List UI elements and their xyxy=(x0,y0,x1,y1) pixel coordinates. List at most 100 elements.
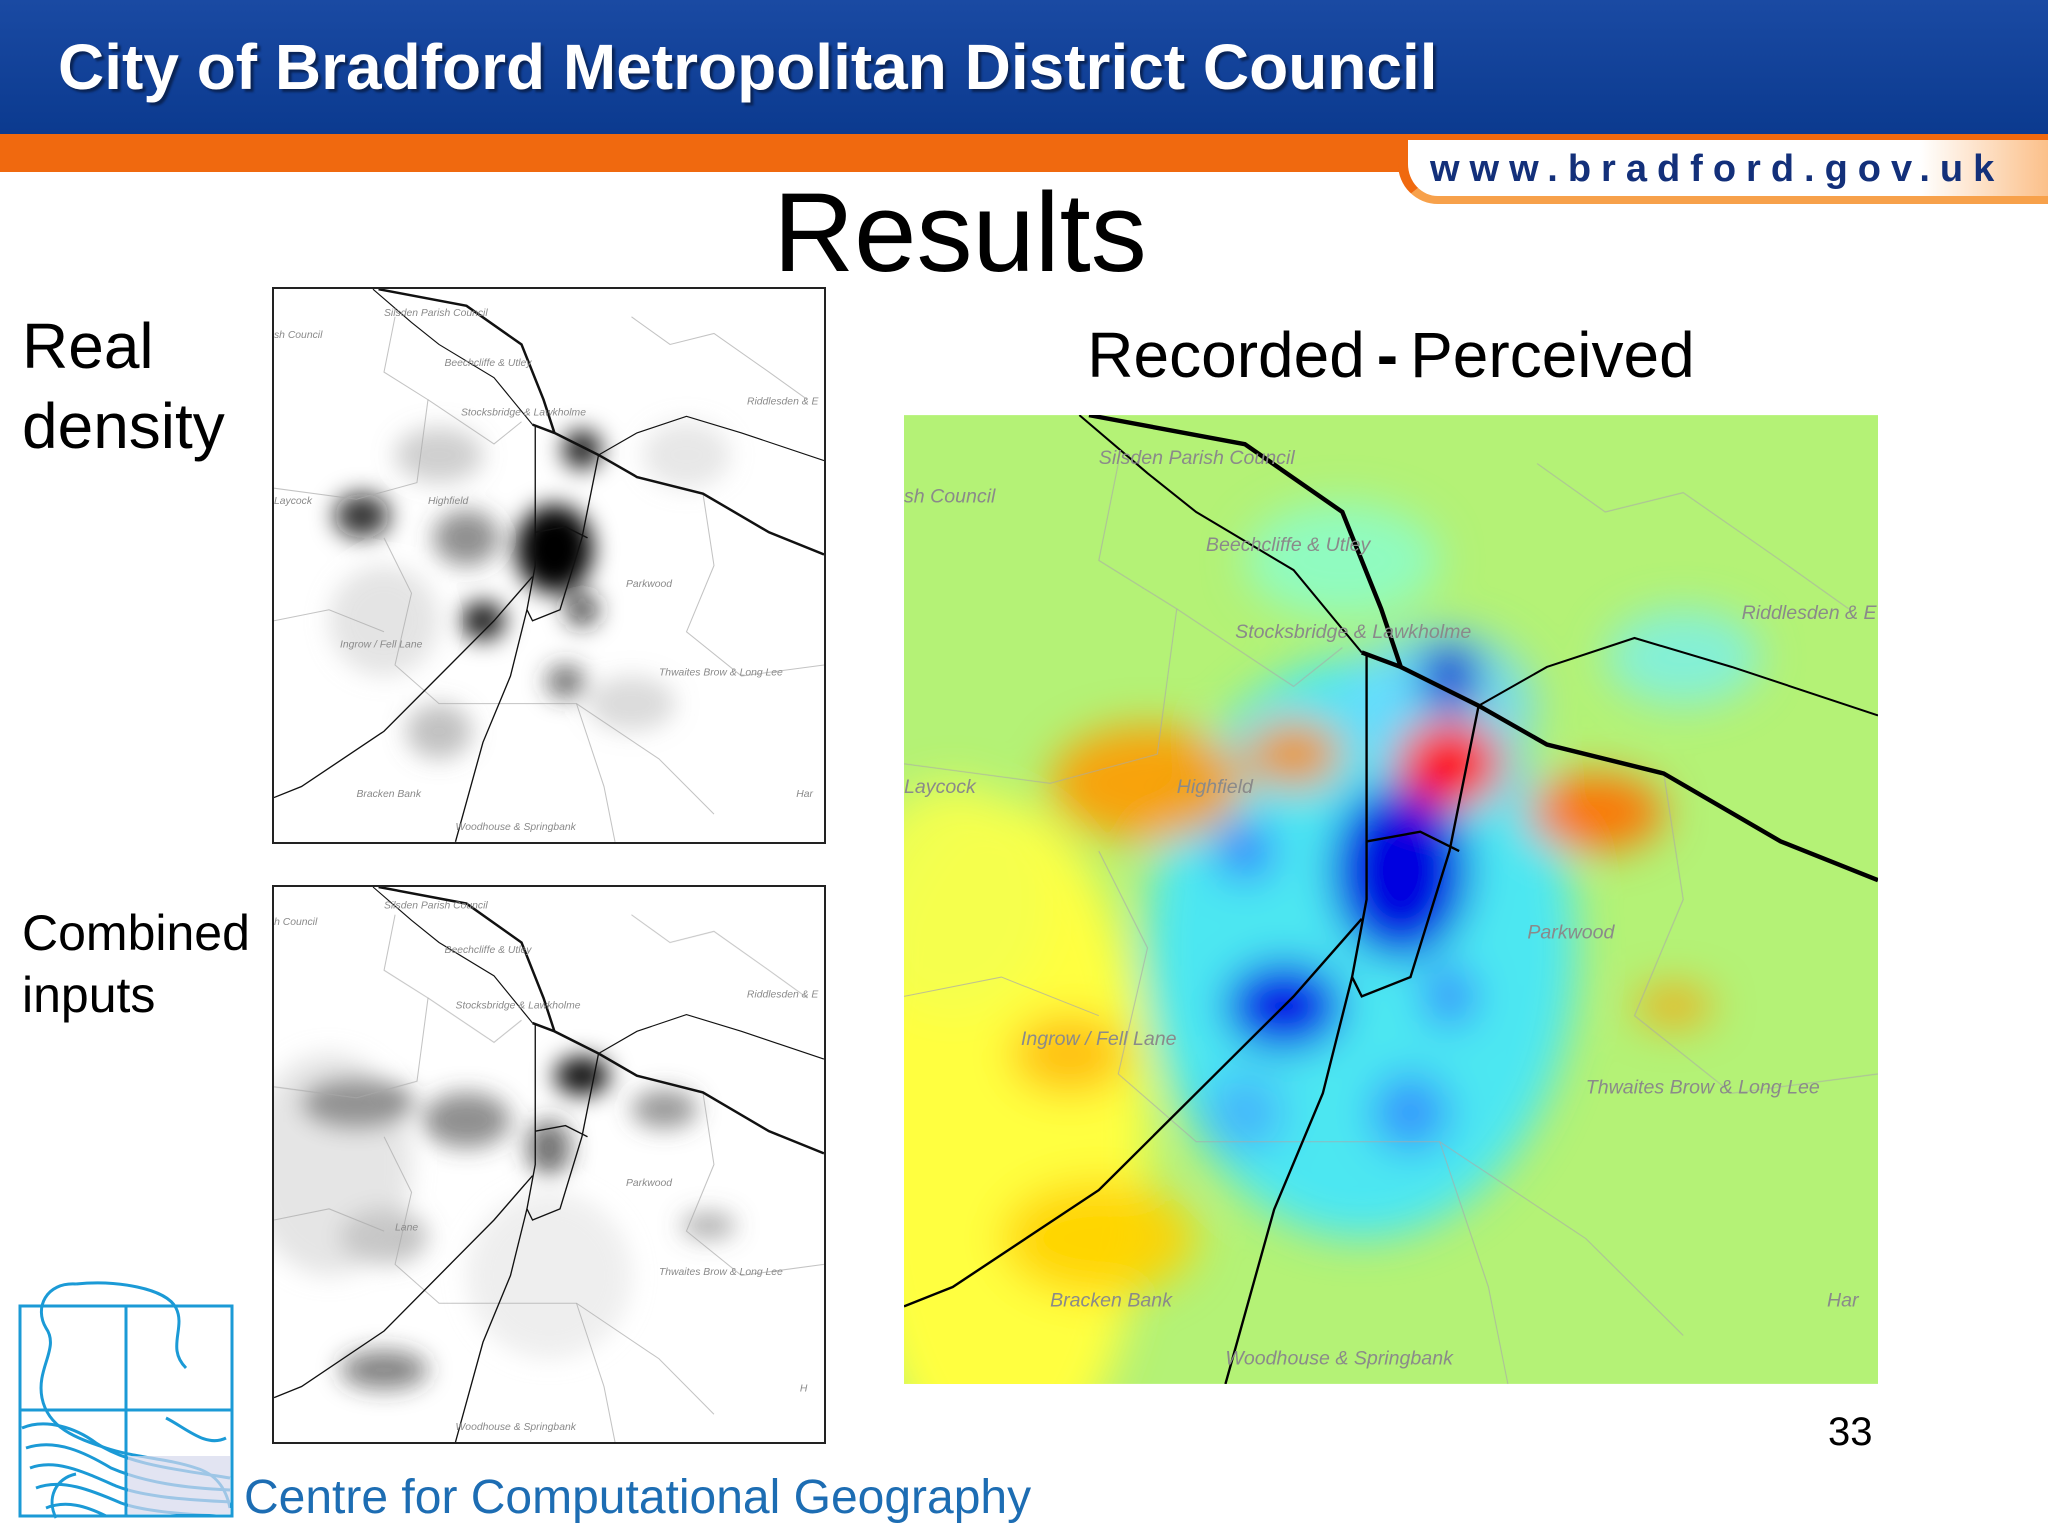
density-blob xyxy=(461,601,505,641)
road xyxy=(1078,415,1363,654)
road xyxy=(274,1175,534,1399)
boundary xyxy=(274,316,429,500)
density-blob xyxy=(1425,967,1474,1026)
place-label: Woodhouse & Springbank xyxy=(456,822,577,833)
place-label: Silsden Parish Council xyxy=(384,900,488,911)
density-map: Silsden Parish Council sh Council Beechcli… xyxy=(272,287,826,844)
boundary xyxy=(274,609,385,633)
density-blob xyxy=(1244,502,1440,619)
density-blob xyxy=(1050,725,1245,842)
boundary xyxy=(685,493,824,677)
inputs-map: Silsden Parish Council h Council Beechclif… xyxy=(272,885,826,1444)
density-blob xyxy=(1420,642,1479,711)
label-line: Real xyxy=(22,310,154,382)
density-blob xyxy=(433,510,500,566)
boundary xyxy=(1098,850,1684,1336)
place-label: Riddlesden & E xyxy=(747,989,818,1000)
boundary xyxy=(274,1208,385,1232)
boundary xyxy=(685,1092,824,1277)
density-blob xyxy=(340,1350,429,1390)
road xyxy=(535,1124,588,1138)
panel-label: Combined inputs xyxy=(22,902,250,1026)
place-label: Parkwood xyxy=(626,1178,673,1189)
place-label: Parkwood xyxy=(626,579,673,590)
place-label: Ingrow / Fell Lane xyxy=(340,640,423,651)
place-label: sh Council xyxy=(274,330,323,341)
density-blob xyxy=(680,1211,736,1240)
road xyxy=(372,289,533,425)
label-line: inputs xyxy=(22,967,156,1023)
main-map-title: Recorded - Perceived xyxy=(904,318,1878,392)
header-bar xyxy=(0,0,2048,134)
density-blob xyxy=(904,783,1051,1016)
title-part: Perceived xyxy=(1410,319,1695,391)
place-label: Har xyxy=(796,789,813,800)
place-label: Stocksbridge & Lawkholme xyxy=(456,1000,581,1011)
density-blob xyxy=(1244,720,1343,789)
url: www.bradford.gov.uk xyxy=(1430,148,2005,190)
density-blob xyxy=(406,703,472,759)
label-line: Combined xyxy=(22,905,250,961)
place-label: h Council xyxy=(274,917,318,928)
organisation-name: Centre for Computational Geography xyxy=(244,1471,1032,1524)
density-blob xyxy=(1527,773,1664,852)
boundary xyxy=(383,1136,715,1415)
place-label: Thwaites Brow & Long Lee xyxy=(1586,1076,1820,1098)
place-label: Bracken Bank xyxy=(357,789,422,800)
place-label: Thwaites Brow & Long Lee xyxy=(659,667,783,678)
density-blob xyxy=(1395,720,1504,808)
density-blob xyxy=(422,1092,511,1148)
place-label: Beechcliffe & Utley xyxy=(445,945,533,956)
road xyxy=(598,415,824,462)
density-blob xyxy=(1001,1180,1197,1297)
density-blob xyxy=(395,427,483,483)
boundary xyxy=(631,316,808,401)
place-label: Highfield xyxy=(428,496,470,507)
page-number: 33 xyxy=(1828,1410,1873,1454)
density-blob xyxy=(527,1120,571,1176)
road xyxy=(378,289,556,434)
place-label: Silsden Parish Council xyxy=(384,308,488,319)
density-blobs xyxy=(329,421,731,759)
difference-map: Silsden Parish Council sh Council Beechcli… xyxy=(904,415,1878,1384)
density-blobs xyxy=(274,1053,736,1390)
place-label: Highfield xyxy=(1177,776,1254,798)
panel-label: Real density xyxy=(22,306,225,466)
road xyxy=(598,1013,824,1060)
road xyxy=(532,423,824,556)
road xyxy=(372,887,533,1024)
road xyxy=(535,526,588,539)
boundary xyxy=(904,463,1178,784)
density-blob xyxy=(554,1056,610,1096)
density-blob xyxy=(516,504,593,594)
boundary xyxy=(631,914,808,999)
slide-title: Results xyxy=(773,170,1147,295)
place-label: Beechcliffe & Utley xyxy=(1206,534,1372,556)
road xyxy=(378,887,556,1032)
density-blob xyxy=(274,1053,412,1276)
boundary xyxy=(427,997,522,1043)
road xyxy=(1360,650,1878,883)
road xyxy=(1478,636,1878,717)
density-blob xyxy=(642,421,731,489)
place-label: Silsden Parish Council xyxy=(1099,447,1296,469)
place-label: H xyxy=(800,1383,808,1394)
place-label: sh Council xyxy=(904,486,996,508)
header-title: City of Bradford Metropolitan District C… xyxy=(58,31,1438,103)
road xyxy=(526,424,600,622)
road xyxy=(1350,652,1480,998)
density-blob xyxy=(334,493,390,538)
place-label: Beechcliffe & Utley xyxy=(445,358,533,369)
place-label: Woodhouse & Springbank xyxy=(1225,1348,1454,1370)
road xyxy=(526,1023,600,1221)
boundary xyxy=(1536,463,1850,610)
density-blob xyxy=(1205,1073,1284,1152)
place-label: Lane xyxy=(395,1222,418,1233)
density-blob xyxy=(587,676,676,732)
place-label: Parkwood xyxy=(1527,921,1615,943)
density-blob xyxy=(1371,1073,1450,1152)
road xyxy=(904,918,1363,1308)
place-label: Laycock xyxy=(904,776,977,798)
boundary xyxy=(1439,1141,1509,1384)
